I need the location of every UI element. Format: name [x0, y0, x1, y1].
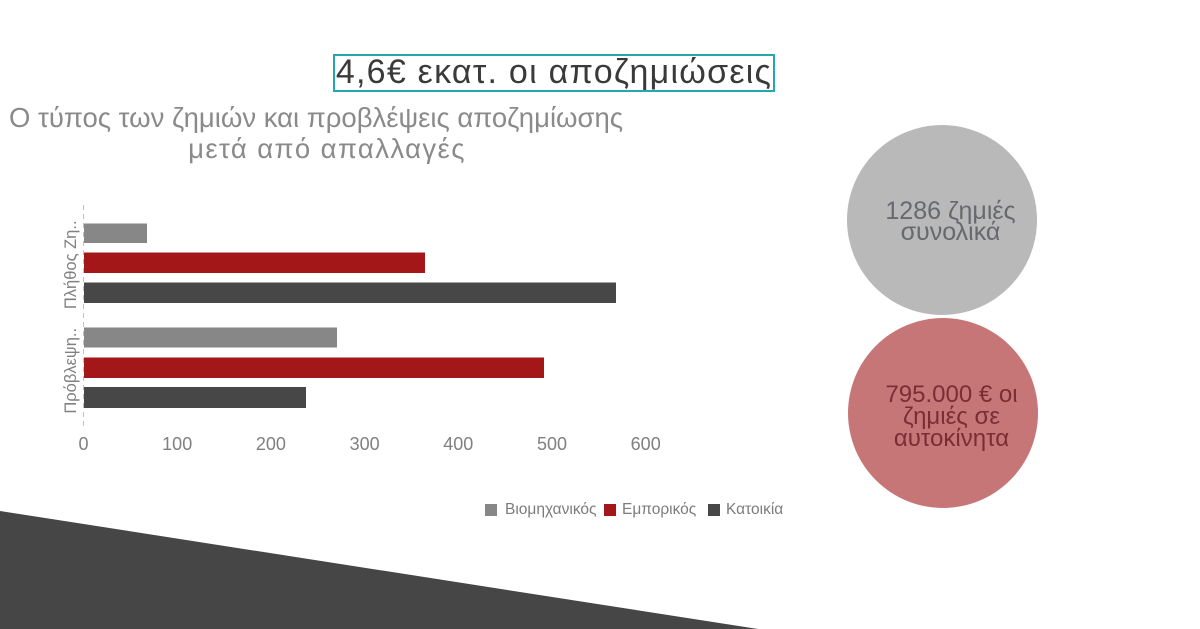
svg-text:100: 100 — [162, 434, 192, 454]
svg-text:Πλήθος Ζη..: Πλήθος Ζη.. — [62, 220, 80, 309]
svg-text:400: 400 — [443, 434, 473, 454]
svg-text:300: 300 — [350, 434, 380, 454]
svg-text:200: 200 — [256, 434, 286, 454]
svg-text:600: 600 — [631, 434, 661, 454]
svg-text:0: 0 — [78, 434, 88, 454]
svg-text:500: 500 — [537, 434, 567, 454]
svg-text:Πρόβλεψη..: Πρόβλεψη.. — [62, 328, 80, 414]
